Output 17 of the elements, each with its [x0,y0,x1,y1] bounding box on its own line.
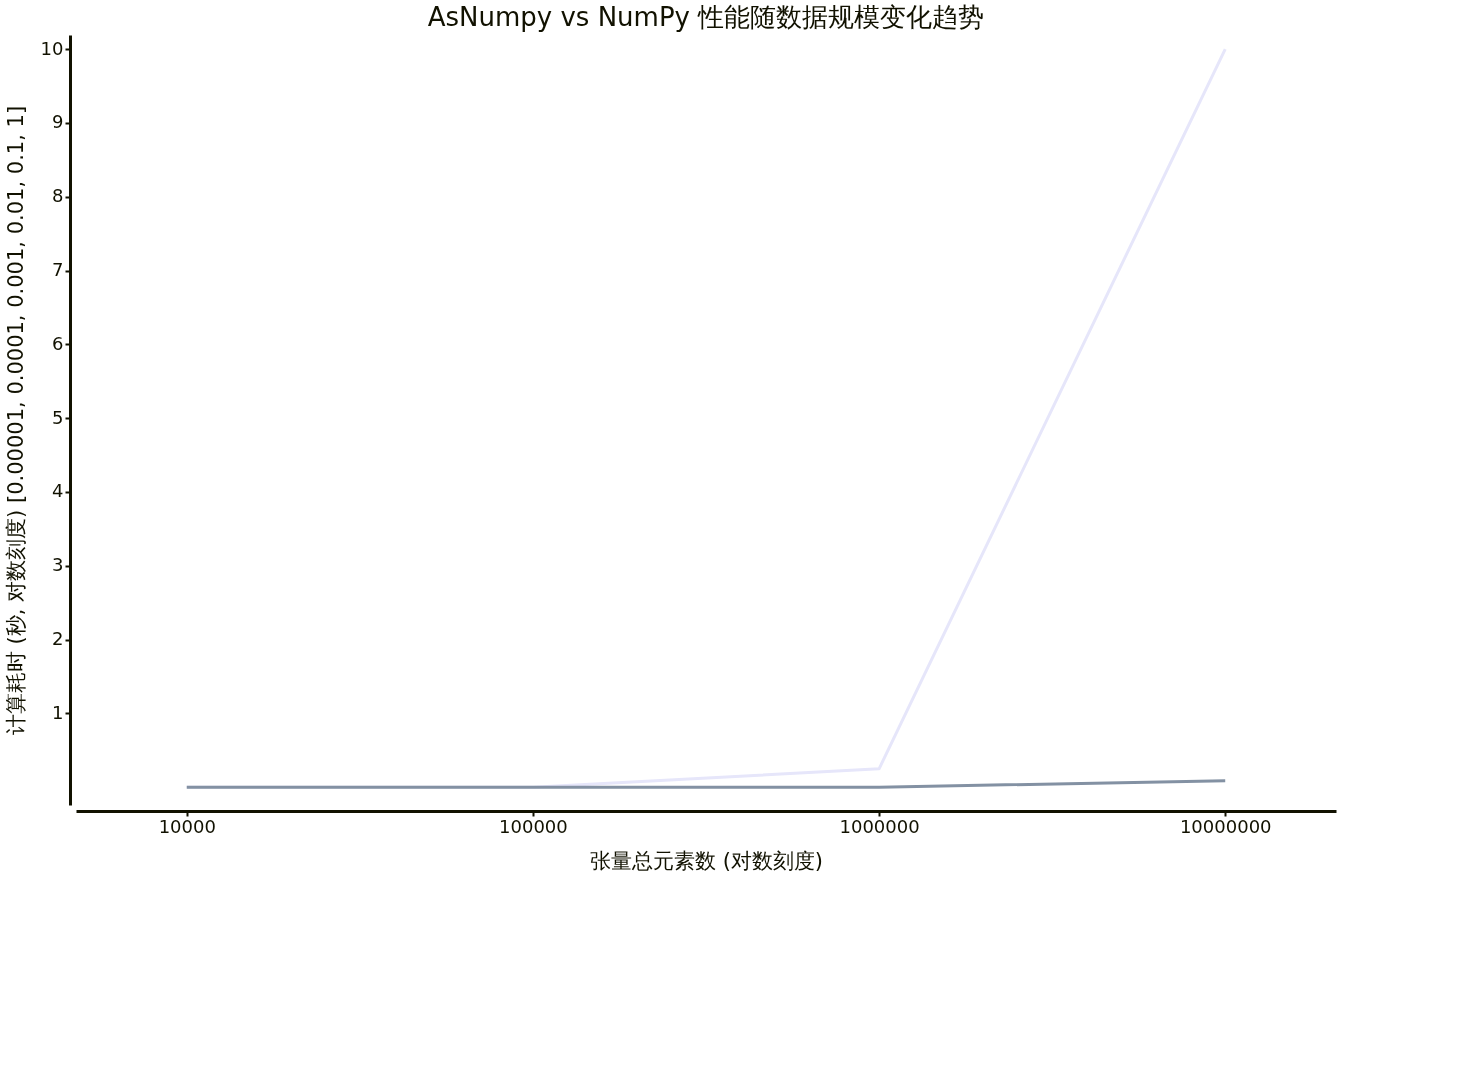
x-tick-label: 10000 [158,815,216,837]
x-tick-label: 1000000 [839,815,920,837]
y-axis-title: 计算耗时 (秒, 对数刻度) [0.00001, 0.0001, 0.001, 0.01, 0.1, 1] [3,105,28,736]
y-tick-label: 8 [52,185,64,207]
x-axis-title: 张量总元素数 (对数刻度) [589,848,824,873]
y-tick-label: 7 [52,259,64,280]
y-tick-label: 10 [40,37,64,59]
y-tick-label: 1 [52,701,64,723]
x-tick-label: 100000 [499,815,568,837]
y-tick-label: 3 [52,554,64,576]
y-tick-label: 2 [52,628,64,650]
x-tick-label: 10000000 [1179,815,1272,837]
y-tick-label: 6 [52,332,64,354]
y-tick-label: 5 [52,406,64,428]
y-tick-label: 4 [52,480,64,502]
y-tick-label: 9 [52,111,64,133]
chart-title: AsNumpy vs NumPy 性能随数据规模变化趋势 [427,2,985,32]
